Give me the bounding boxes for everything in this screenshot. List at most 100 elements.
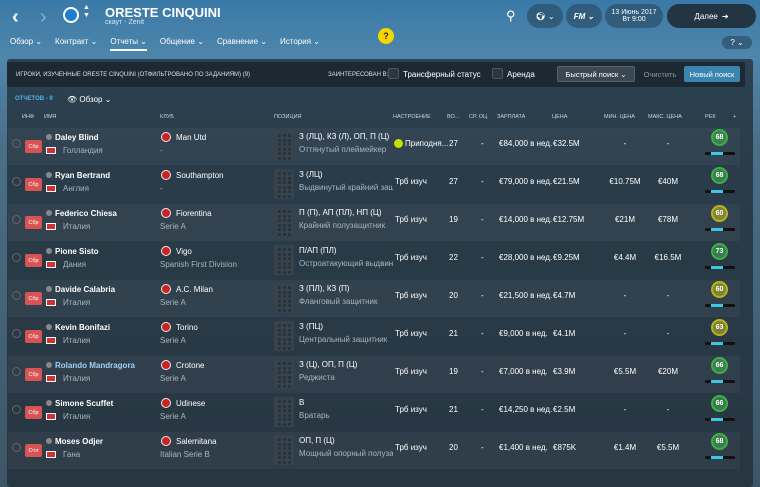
select-checkbox[interactable]	[12, 367, 21, 376]
info-icon[interactable]	[46, 286, 52, 292]
table-row[interactable]: Сбр Rolando Mandragora Италия Crotone Se…	[8, 356, 740, 393]
player-name[interactable]: Daley Blind	[55, 133, 99, 142]
search-icon[interactable]: ⚲	[506, 8, 516, 23]
table-row[interactable]: Сбр Ryan Bertrand Англия Southampton - З…	[8, 166, 740, 203]
column-header[interactable]: НАСТРОЕНИЕ	[393, 114, 431, 120]
tab-1[interactable]: Контракт ⌄	[55, 37, 98, 46]
price: €4.7M	[553, 291, 576, 300]
select-checkbox[interactable]	[12, 215, 21, 224]
column-header[interactable]: +	[733, 114, 737, 120]
tab-0[interactable]: Обзор ⌄	[10, 37, 43, 46]
club-name[interactable]: Salernitana	[176, 437, 217, 446]
tab-4[interactable]: Сравнение ⌄	[216, 37, 268, 46]
select-checkbox[interactable]	[12, 177, 21, 186]
column-header[interactable]: СР. ОЦ.	[469, 114, 489, 120]
back-button[interactable]: ‹	[12, 6, 19, 28]
info-icon[interactable]	[46, 248, 52, 254]
select-checkbox[interactable]	[12, 443, 21, 452]
clear-button[interactable]: Очистить	[643, 69, 677, 79]
price: €3.9M	[553, 367, 576, 376]
club-name[interactable]: Fiorentina	[176, 209, 212, 218]
info-icon[interactable]	[46, 400, 52, 406]
age: 20	[449, 443, 458, 452]
player-name[interactable]: Ryan Bertrand	[55, 171, 111, 180]
table-row[interactable]: Сбр Kevin Bonifazi Италия Torino Serie A…	[8, 318, 740, 355]
club-logo[interactable]	[63, 7, 79, 23]
tab-2[interactable]: Отчеты ⌄	[110, 37, 147, 51]
position-pitch-icon	[274, 359, 294, 389]
position: В	[299, 398, 305, 407]
transfer-status-checkbox[interactable]	[388, 68, 399, 79]
column-header[interactable]: ИМЯ	[44, 114, 57, 120]
fm-menu-button[interactable]: FM ⌄	[566, 4, 602, 28]
info-icon[interactable]	[46, 362, 52, 368]
quick-search-dropdown[interactable]: Быстрый поиск ⌄	[557, 66, 635, 82]
position: З (ПЦ)	[299, 322, 324, 331]
club-name[interactable]: Torino	[176, 323, 198, 332]
tab-5[interactable]: История ⌄	[280, 37, 320, 46]
wage: €28,000 в нед.	[499, 253, 553, 262]
select-checkbox[interactable]	[12, 253, 21, 262]
select-checkbox[interactable]	[12, 291, 21, 300]
club-name[interactable]: A.C. Milan	[176, 285, 213, 294]
club-name[interactable]: Southampton	[176, 171, 224, 180]
column-header[interactable]: ПОЗИЦИЯ	[274, 114, 302, 120]
player-name[interactable]: Kevin Bonifazi	[55, 323, 111, 332]
select-checkbox[interactable]	[12, 329, 21, 338]
player-name[interactable]: Rolando Mandragora	[55, 361, 136, 370]
table-row[interactable]: Сбр Daley Blind Голландия Man Utd - З (Л…	[8, 128, 740, 165]
club-name[interactable]: Man Utd	[176, 133, 207, 142]
player-name[interactable]: Pione Sisto	[55, 247, 99, 256]
league-name: Spanish First Division	[160, 260, 237, 269]
table-row[interactable]: Сбр Federico Chiesa Италия Fiorentina Se…	[8, 204, 740, 241]
max-price: €16.5M	[654, 253, 682, 262]
info-icon[interactable]	[46, 134, 52, 140]
club-name[interactable]: Vigo	[176, 247, 192, 256]
help-menu-button[interactable]: ? ⌄	[722, 36, 752, 49]
column-header[interactable]: КЛУБ	[160, 114, 174, 120]
table-row[interactable]: Сбр Pione Sisto Дания Vigo Spanish First…	[8, 242, 740, 279]
column-header[interactable]: ИНФ	[22, 114, 35, 120]
info-icon[interactable]	[46, 172, 52, 178]
new-search-button[interactable]: Новый поиск	[684, 66, 740, 82]
knowledge-bar	[705, 456, 735, 459]
price: €9.25M	[553, 253, 580, 262]
column-header[interactable]: РЕК	[705, 114, 716, 120]
age: 20	[449, 291, 458, 300]
help-icon[interactable]: ?	[378, 28, 394, 44]
column-header[interactable]: МАКС. ЦЕНА	[648, 114, 682, 120]
loan-checkbox[interactable]	[492, 68, 503, 79]
table-row[interactable]: Отл Moses Odjer Гана Salernitana Italian…	[8, 432, 740, 469]
select-checkbox[interactable]	[12, 139, 21, 148]
select-checkbox[interactable]	[12, 405, 21, 414]
club-name[interactable]: Crotone	[176, 361, 205, 370]
player-name[interactable]: Simone Scuffet	[55, 399, 114, 408]
column-header[interactable]: ЦЕНА	[552, 114, 568, 120]
player-name[interactable]: Davide Calabria	[55, 285, 116, 294]
view-dropdown[interactable]: 👁︎ Обзор ⌄	[67, 95, 112, 104]
club-name[interactable]: Udinese	[176, 399, 206, 408]
age: 22	[449, 253, 458, 262]
date-display[interactable]: 13 Июнь 2017 Вт 9:00	[605, 4, 663, 28]
player-name[interactable]: Moses Odjer	[55, 437, 104, 446]
forward-button[interactable]: ›	[40, 6, 47, 28]
info-icon[interactable]	[46, 438, 52, 444]
filter-title: ИГРОКИ, ИЗУЧЕННЫЕ ORESTE CINQUINI (ОТФИЛ…	[16, 72, 251, 78]
role: Выдвинутый крайний защ	[299, 183, 393, 192]
min-price: €10.75M	[609, 177, 641, 186]
info-icon[interactable]	[46, 324, 52, 330]
column-header[interactable]: ЗАРПЛАТА	[497, 114, 526, 120]
column-header[interactable]: МИН. ЦЕНА	[604, 114, 635, 120]
recommendation-rating: 63	[711, 319, 728, 336]
info-icon[interactable]	[46, 210, 52, 216]
knowledge-bar	[705, 266, 735, 269]
globe-menu-button[interactable]: 🌍︎ ⌄	[527, 4, 563, 28]
player-name[interactable]: Federico Chiesa	[55, 209, 117, 218]
table-row[interactable]: Сбр Davide Calabria Италия A.C. Milan Se…	[8, 280, 740, 317]
switch-person-arrows[interactable]: ▲ ▼	[83, 4, 90, 19]
tab-3[interactable]: Общение ⌄	[159, 37, 204, 46]
continue-button[interactable]: Далее ➜	[667, 4, 756, 28]
column-header[interactable]: ВО...	[447, 114, 460, 120]
age: 19	[449, 215, 458, 224]
table-row[interactable]: Сбр Simone Scuffet Италия Udinese Serie …	[8, 394, 740, 431]
